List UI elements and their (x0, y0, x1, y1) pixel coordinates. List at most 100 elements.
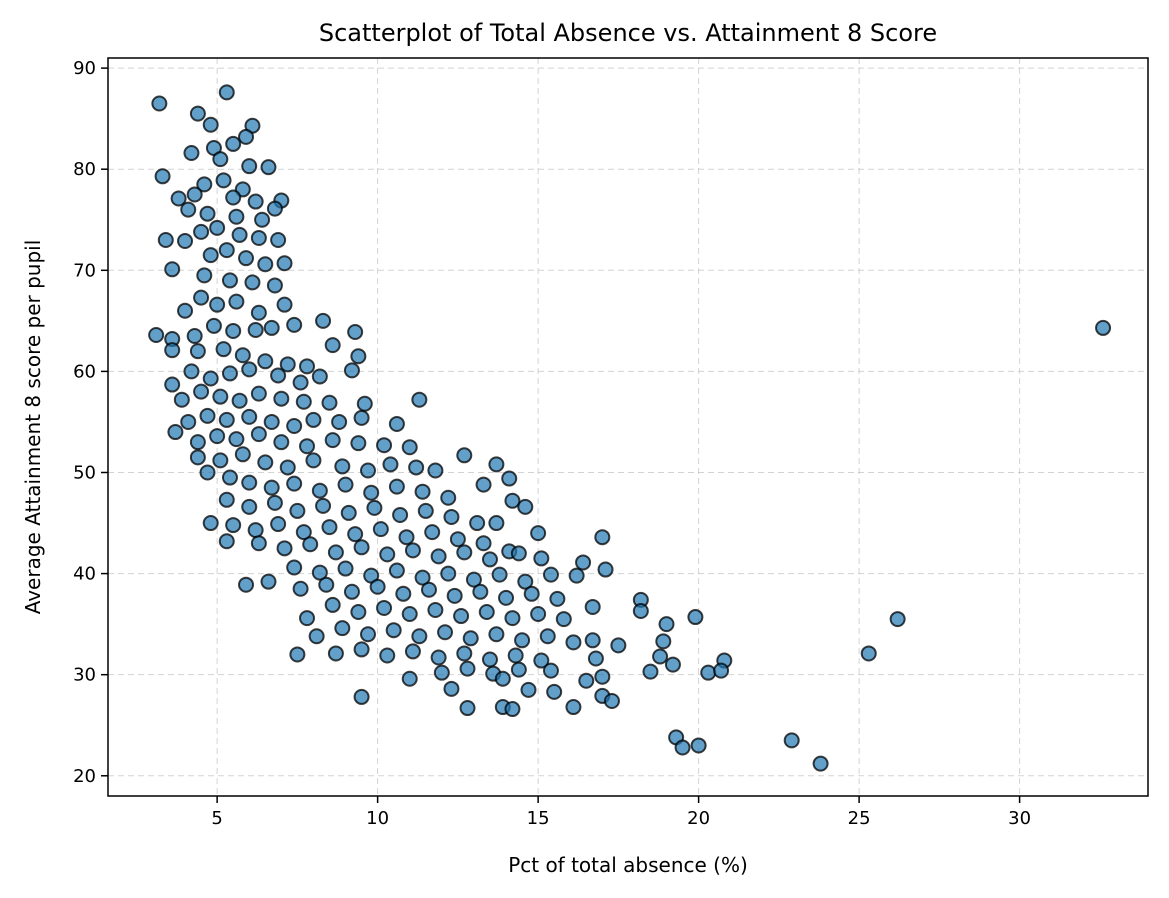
data-point (343, 362, 360, 379)
data-point (498, 589, 515, 606)
data-point (221, 365, 238, 382)
y-tick-label: 50 (73, 462, 96, 483)
data-point (337, 560, 354, 577)
data-point (295, 393, 312, 410)
data-point (180, 201, 197, 218)
data-point (427, 601, 444, 618)
data-point (530, 606, 547, 623)
data-point (456, 645, 473, 662)
data-point (241, 474, 258, 491)
data-point (173, 391, 190, 408)
data-point (270, 231, 287, 248)
y-tick-label: 60 (73, 361, 96, 382)
data-point (568, 567, 585, 584)
data-point (209, 428, 226, 445)
data-point (360, 626, 376, 643)
data-point (205, 317, 222, 334)
data-point (424, 524, 441, 541)
data-point (366, 499, 383, 516)
data-point (379, 647, 396, 664)
y-axis-label: Average Attainment 8 score per pupil (21, 240, 45, 615)
data-point (481, 651, 498, 668)
data-point (238, 128, 255, 145)
data-point (164, 342, 181, 359)
data-point (286, 475, 303, 492)
data-point (674, 739, 691, 756)
data-point (408, 459, 425, 476)
data-point (376, 437, 393, 454)
y-tick-label: 30 (73, 665, 96, 686)
data-point (193, 383, 210, 400)
data-point (189, 449, 206, 466)
data-point (247, 193, 264, 210)
data-point (542, 662, 559, 679)
data-point (270, 516, 287, 533)
data-point (546, 683, 563, 700)
data-point (610, 637, 627, 654)
data-point (244, 274, 261, 291)
data-point (443, 680, 460, 697)
data-point (286, 559, 303, 576)
data-point (270, 367, 287, 384)
data-point (465, 571, 482, 588)
data-point (414, 569, 431, 586)
data-point (250, 385, 267, 402)
data-point (385, 622, 402, 639)
data-point (401, 670, 418, 687)
data-point (401, 606, 418, 623)
x-tick-label: 20 (687, 808, 710, 829)
data-point (327, 645, 344, 662)
data-point (555, 611, 572, 628)
data-point (276, 540, 293, 557)
data-point (321, 519, 338, 536)
data-point (231, 226, 248, 243)
data-point (292, 374, 309, 391)
data-point (257, 256, 274, 273)
data-point (481, 551, 498, 568)
data-point (183, 363, 200, 380)
data-point (202, 247, 219, 264)
data-point (221, 469, 238, 486)
data-point (286, 417, 303, 434)
y-tick-label: 90 (73, 58, 96, 79)
data-point (225, 517, 242, 534)
data-point (783, 732, 800, 749)
data-point (228, 293, 245, 310)
data-point (189, 105, 206, 122)
data-point (305, 452, 322, 469)
data-point (266, 494, 283, 511)
data-point (180, 413, 197, 430)
chart-title: Scatterplot of Total Absence vs. Attainm… (319, 19, 937, 47)
x-tick-label: 5 (211, 808, 222, 829)
data-point (440, 489, 457, 506)
data-point (414, 483, 431, 500)
data-point (257, 353, 274, 370)
data-point (517, 498, 534, 515)
data-point (276, 255, 293, 272)
data-point (347, 323, 364, 340)
data-point (594, 668, 611, 685)
data-point (299, 358, 316, 375)
data-point (250, 535, 267, 552)
data-point (504, 701, 521, 718)
data-point (334, 620, 351, 637)
data-point (279, 459, 296, 476)
data-point (148, 327, 165, 344)
data-point (199, 205, 216, 222)
data-point (292, 580, 309, 597)
data-point (459, 660, 476, 677)
data-point (189, 434, 206, 451)
data-point (276, 296, 293, 313)
data-point (658, 616, 675, 633)
data-point (337, 476, 354, 493)
data-point (164, 376, 181, 393)
y-tick-label: 20 (73, 766, 96, 787)
x-tick-label: 30 (1008, 808, 1031, 829)
data-point (263, 479, 280, 496)
data-point (382, 456, 399, 473)
data-point (238, 250, 255, 267)
data-point (430, 649, 447, 666)
data-point (363, 484, 380, 501)
data-point (170, 190, 187, 207)
